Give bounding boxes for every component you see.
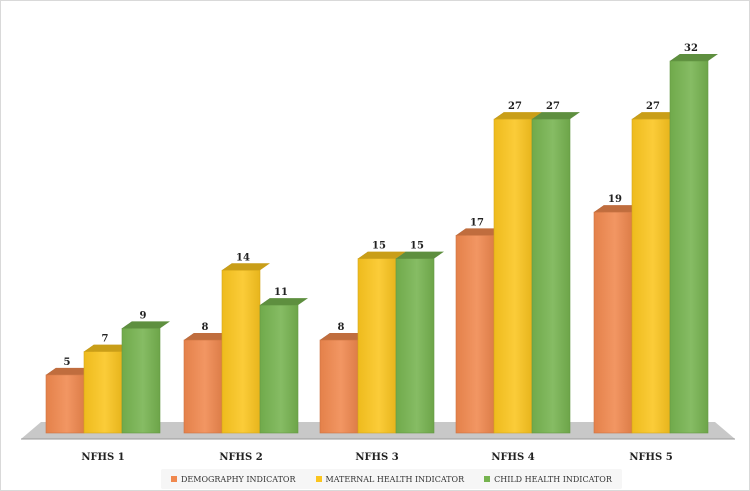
data-label-demography-5: 19 (608, 194, 622, 205)
bar-maternal-4-front (493, 118, 533, 434)
bar-demography-5 (593, 205, 642, 434)
bar-maternal-5 (631, 112, 680, 434)
bar-maternal-3 (357, 251, 406, 434)
data-label-child-1: 9 (140, 310, 147, 321)
bar-maternal-2-top (222, 263, 270, 271)
data-label-child-3: 15 (410, 241, 424, 252)
bar-child-4 (531, 112, 580, 434)
data-label-child-2: 11 (274, 287, 288, 298)
data-labels: 5 7 9 8 14 11 8 15 15 17 27 27 19 27 32 (64, 43, 698, 368)
bar-child-1-front (121, 328, 161, 434)
data-label-maternal-5: 27 (646, 101, 660, 112)
bar-demography-1 (45, 367, 94, 434)
category-label-2: NFHS 2 (219, 452, 262, 463)
bar-demography-4 (455, 228, 504, 434)
bar-maternal-3-top (358, 251, 406, 259)
bar-child-5 (669, 54, 718, 434)
category-label-5: NFHS 5 (629, 452, 672, 463)
legend-item-maternal: MATERNAL HEALTH INDICATOR (315, 474, 465, 484)
bar-child-5-top (670, 54, 718, 61)
legend: DEMOGRAPHY INDICATOR MATERNAL HEALTH IND… (161, 469, 622, 489)
legend-item-demography: DEMOGRAPHY INDICATOR (171, 475, 296, 484)
bar-maternal-2 (221, 263, 270, 434)
bar-maternal-5-top (632, 112, 680, 120)
bar-demography-4-front (455, 235, 495, 434)
category-label-4: NFHS 4 (491, 452, 534, 463)
data-label-maternal-4: 27 (508, 101, 522, 112)
bar-child-2-top (260, 298, 308, 306)
bar-child-1 (121, 321, 170, 434)
bars (45, 54, 718, 434)
bar-demography-1-top (46, 367, 94, 375)
data-label-maternal-1: 7 (102, 334, 109, 345)
bar-maternal-1-front (83, 351, 123, 434)
bar-demography-2 (183, 333, 232, 434)
bar-maternal-3-front (357, 258, 397, 434)
bar-maternal-4 (493, 112, 542, 434)
bar-child-1-top (122, 321, 170, 329)
bar-child-3-front (395, 258, 435, 434)
data-label-demography-4: 17 (470, 217, 484, 228)
data-label-maternal-2: 14 (236, 252, 250, 263)
bar-child-3-top (396, 251, 444, 259)
bar-maternal-1 (83, 344, 132, 434)
bar-demography-3 (319, 333, 368, 434)
bar-child-5-front (669, 60, 709, 434)
data-label-child-4: 27 (546, 101, 560, 112)
legend-item-child: CHILD HEALTH INDICATOR (484, 475, 612, 484)
data-label-child-5: 32 (684, 43, 698, 54)
legend-label-demography: DEMOGRAPHY INDICATOR (181, 474, 296, 484)
category-label-3: NFHS 3 (355, 452, 398, 463)
category-labels: NFHS 1 NFHS 2 NFHS 3 NFHS 4 NFHS 5 (81, 452, 672, 463)
bar-demography-2-front (183, 339, 223, 434)
bar-child-3 (395, 251, 444, 434)
bar-maternal-2-front (221, 269, 261, 434)
bar-child-4-top (532, 112, 580, 120)
legend-swatch-demography (171, 476, 177, 482)
data-label-maternal-3: 15 (372, 241, 386, 252)
bar-child-4-front (531, 118, 571, 434)
category-label-1: NFHS 1 (81, 452, 124, 463)
bar-demography-1-front (45, 374, 85, 434)
legend-label-child: CHILD HEALTH INDICATOR (494, 474, 612, 484)
bar-demography-2-top (184, 333, 232, 340)
data-label-demography-2: 8 (202, 322, 209, 333)
bar-child-2 (259, 298, 308, 434)
bar-demography-4-top (456, 228, 504, 236)
bar-demography-3-front (319, 339, 359, 434)
bar-demography-5-front (593, 211, 633, 434)
bar-demography-3-top (320, 333, 368, 340)
data-label-demography-1: 5 (64, 357, 71, 368)
bar-maternal-5-front (631, 118, 671, 434)
legend-swatch-maternal (315, 476, 322, 482)
bar-maternal-4-top (494, 112, 542, 120)
bar-demography-5-top (594, 205, 642, 213)
bar-maternal-1-top (84, 344, 132, 352)
data-label-demography-3: 8 (338, 322, 345, 333)
bar-child-2-front (259, 304, 299, 434)
legend-swatch-child (484, 476, 491, 482)
legend-label-maternal: MATERNAL HEALTH INDICATOR (325, 474, 465, 484)
